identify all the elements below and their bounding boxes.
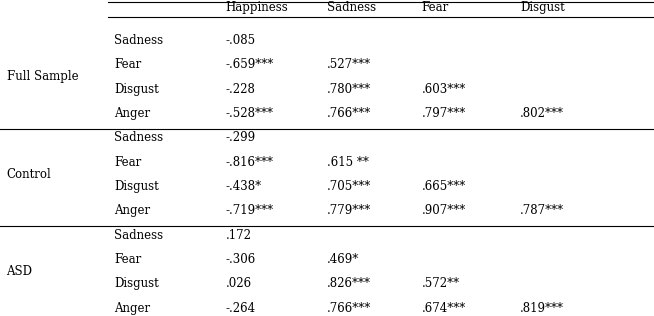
Text: .705***: .705***: [327, 180, 371, 193]
Text: Disgust: Disgust: [114, 277, 159, 290]
Text: Anger: Anger: [114, 204, 150, 217]
Text: Disgust: Disgust: [114, 82, 159, 96]
Text: .527***: .527***: [327, 58, 371, 71]
Text: Fear: Fear: [422, 1, 449, 14]
Text: -.299: -.299: [226, 131, 256, 144]
Text: Anger: Anger: [114, 107, 150, 120]
Text: .766***: .766***: [327, 107, 371, 120]
Text: .826***: .826***: [327, 277, 371, 290]
Text: .819***: .819***: [520, 301, 564, 315]
Text: Sadness: Sadness: [114, 131, 164, 144]
Text: Fear: Fear: [114, 253, 142, 266]
Text: -.659***: -.659***: [226, 58, 274, 71]
Text: .603***: .603***: [422, 82, 466, 96]
Text: -.719***: -.719***: [226, 204, 274, 217]
Text: -.264: -.264: [226, 301, 256, 315]
Text: .615 **: .615 **: [327, 155, 369, 169]
Text: .172: .172: [226, 228, 252, 242]
Text: -.816***: -.816***: [226, 155, 273, 169]
Text: Sadness: Sadness: [114, 34, 164, 47]
Text: -.528***: -.528***: [226, 107, 273, 120]
Text: .797***: .797***: [422, 107, 466, 120]
Text: Fear: Fear: [114, 58, 142, 71]
Text: .469*: .469*: [327, 253, 359, 266]
Text: Happiness: Happiness: [226, 1, 288, 14]
Text: -.306: -.306: [226, 253, 256, 266]
Text: -.085: -.085: [226, 34, 256, 47]
Text: .665***: .665***: [422, 180, 466, 193]
Text: .766***: .766***: [327, 301, 371, 315]
Text: Fear: Fear: [114, 155, 142, 169]
Text: Full Sample: Full Sample: [7, 70, 78, 83]
Text: .674***: .674***: [422, 301, 466, 315]
Text: Disgust: Disgust: [114, 180, 159, 193]
Text: .802***: .802***: [520, 107, 564, 120]
Text: .787***: .787***: [520, 204, 564, 217]
Text: .572**: .572**: [422, 277, 460, 290]
Text: Control: Control: [7, 168, 51, 181]
Text: -.228: -.228: [226, 82, 256, 96]
Text: Disgust: Disgust: [520, 1, 564, 14]
Text: .026: .026: [226, 277, 252, 290]
Text: .780***: .780***: [327, 82, 371, 96]
Text: .779***: .779***: [327, 204, 371, 217]
Text: -.438*: -.438*: [226, 180, 262, 193]
Text: .907***: .907***: [422, 204, 466, 217]
Text: Sadness: Sadness: [327, 1, 376, 14]
Text: Anger: Anger: [114, 301, 150, 315]
Text: ASD: ASD: [7, 265, 33, 278]
Text: Sadness: Sadness: [114, 228, 164, 242]
